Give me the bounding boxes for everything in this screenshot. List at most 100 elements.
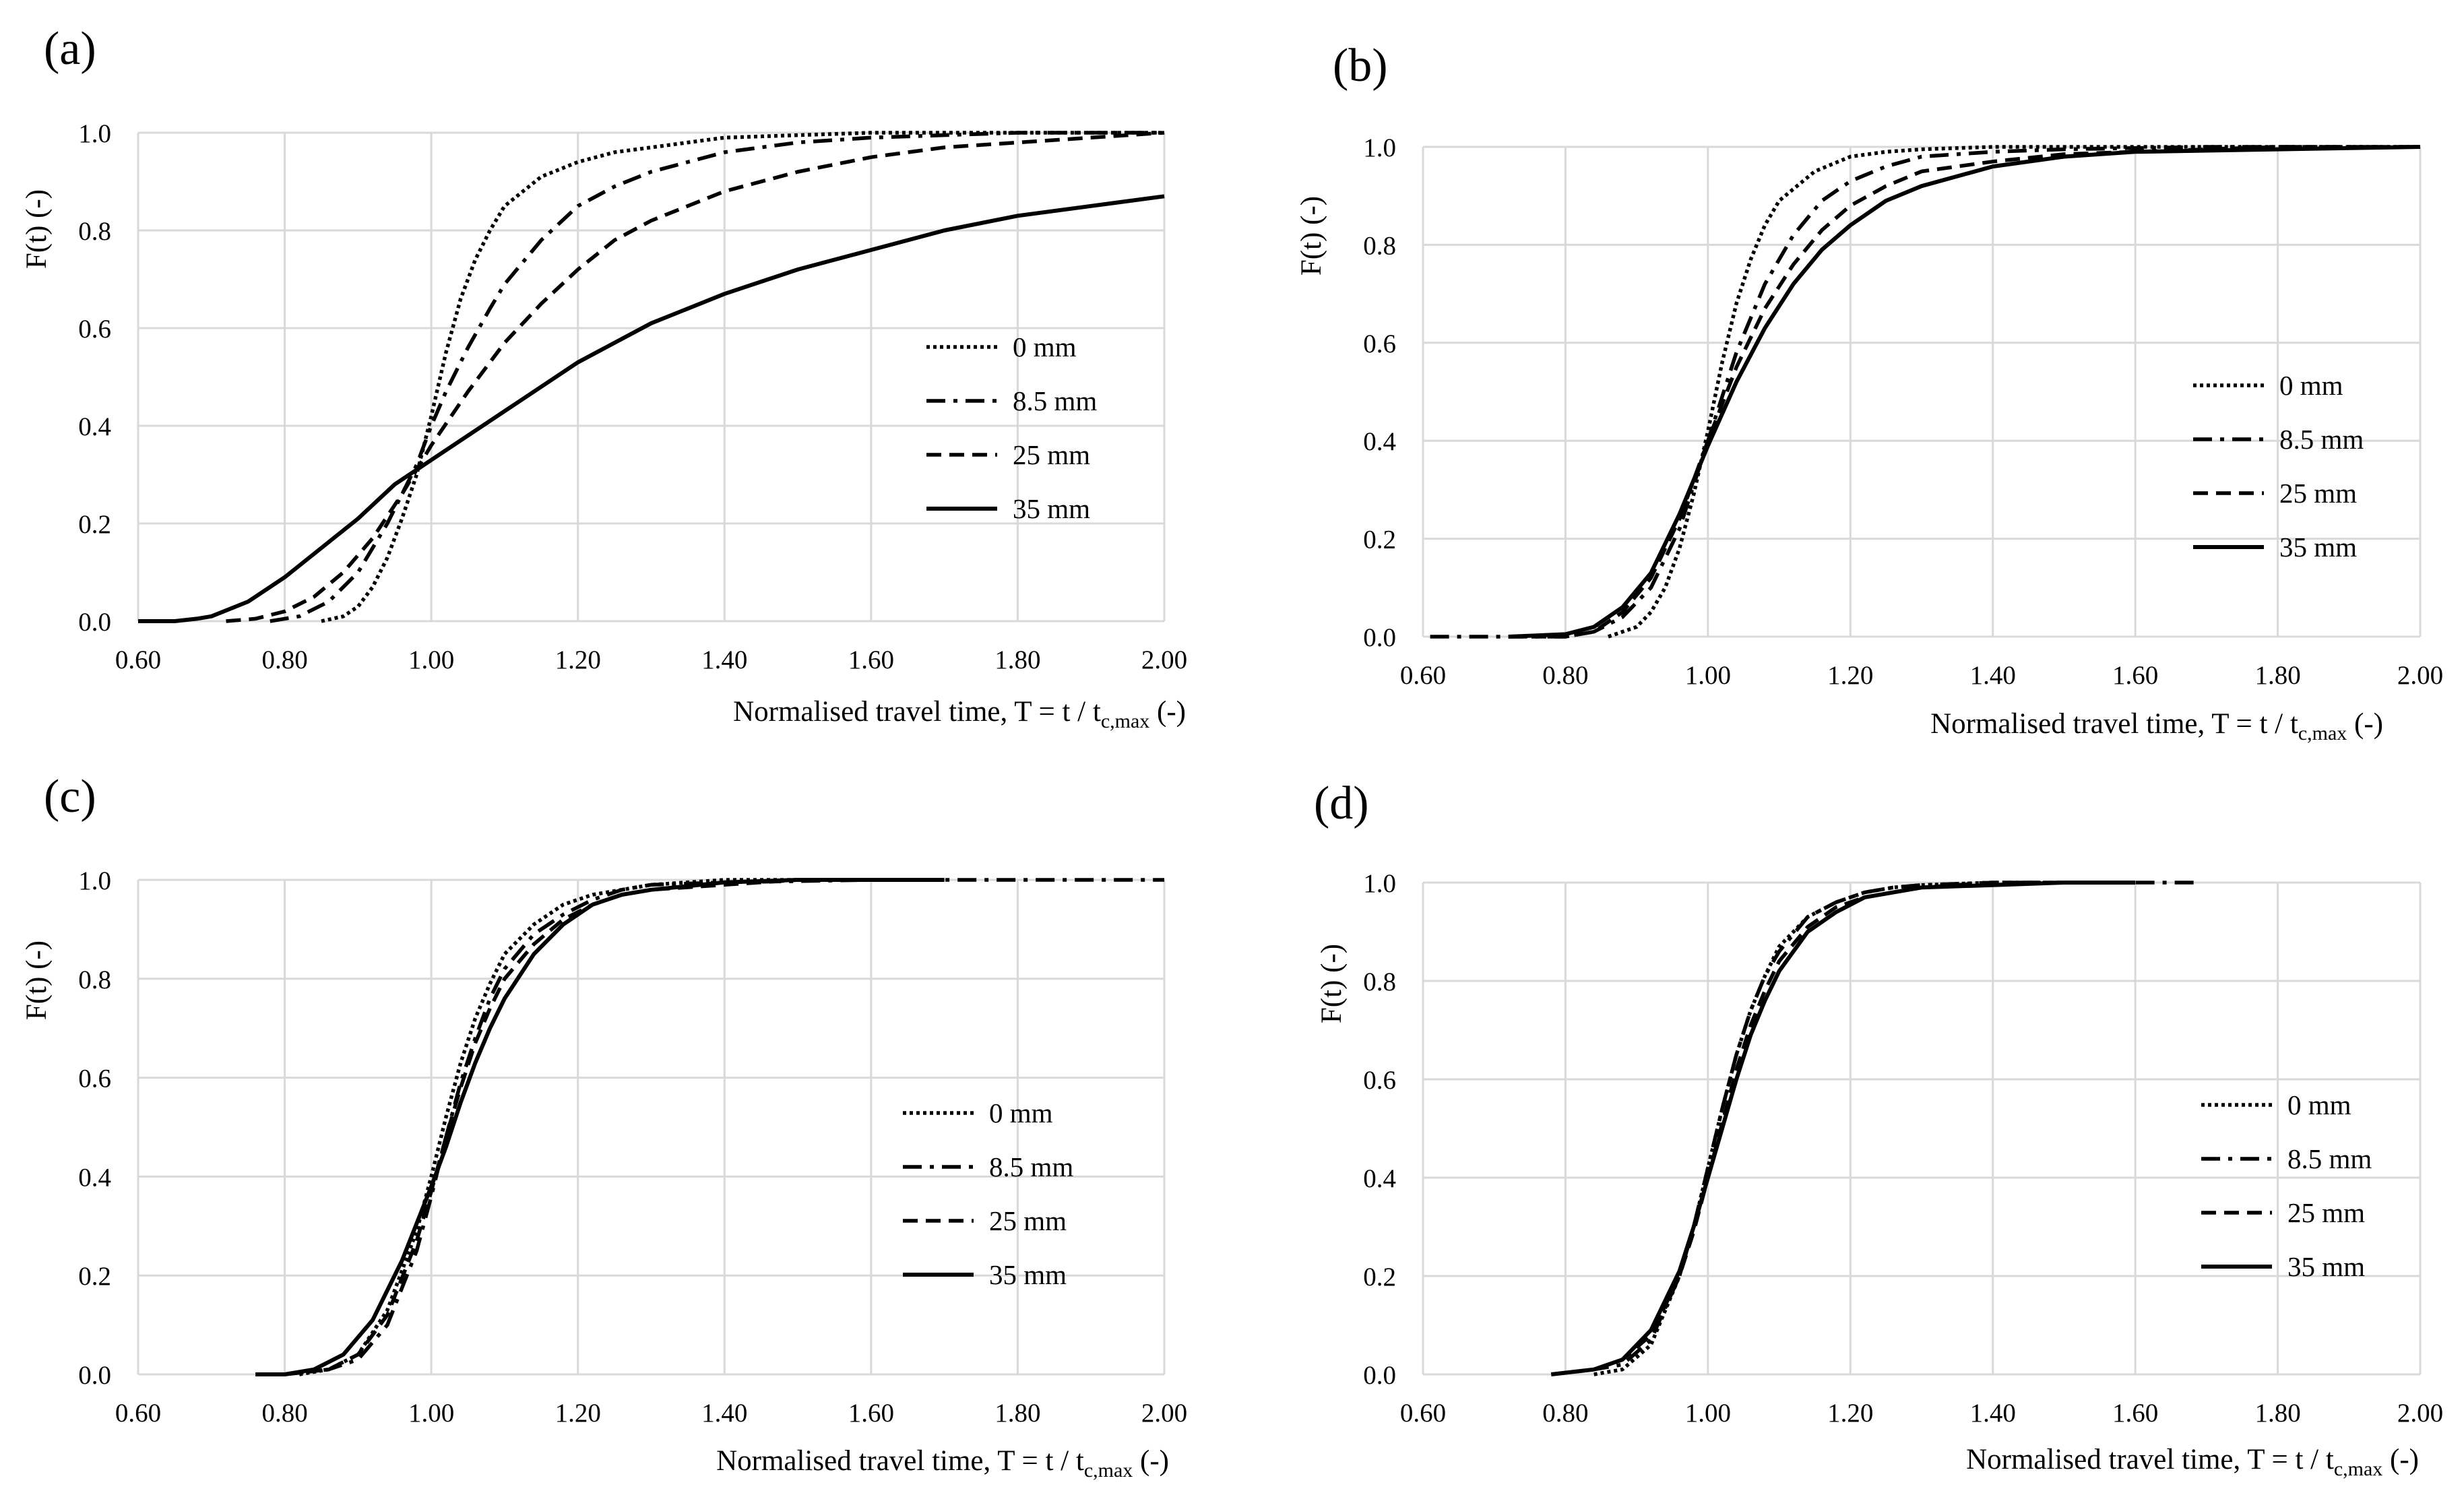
x-tick-label: 2.00 bbox=[2397, 1399, 2443, 1428]
x-tick-label: 1.40 bbox=[701, 1399, 747, 1428]
y-tick-label: 0.4 bbox=[78, 412, 111, 441]
x-tick-label: 1.40 bbox=[701, 645, 747, 674]
y-tick-label: 0.2 bbox=[1363, 525, 1396, 554]
x-tick-label: 1.60 bbox=[2112, 661, 2158, 690]
x-tick-label: 0.60 bbox=[1400, 661, 1446, 690]
y-tick-label: 0.0 bbox=[78, 608, 111, 637]
series-line-25-mm bbox=[226, 131, 1165, 623]
x-tick-label: 1.80 bbox=[2254, 1399, 2300, 1428]
panel-d: 0.60 0.80 1.00 1.20 1.40 1.60 1.80 2.00 0.0 0.2 0.… bbox=[1314, 777, 2443, 1480]
x-tick-label: 2.00 bbox=[2397, 661, 2443, 690]
series-line-8-5-mm bbox=[1550, 881, 2200, 1376]
x-tick-label: 1.60 bbox=[848, 1399, 894, 1428]
x-tick-label: 0.80 bbox=[1542, 1399, 1588, 1428]
series-line-35-mm bbox=[1550, 881, 2136, 1376]
y-tick-label: 0.6 bbox=[78, 315, 111, 344]
legend-label: 8.5 mm bbox=[2279, 424, 2364, 455]
legend-label: 35 mm bbox=[1013, 493, 1090, 524]
y-tick-label: 0.0 bbox=[1363, 1361, 1396, 1390]
y-tick-label: 0.0 bbox=[78, 1361, 111, 1390]
y-tick-label: 0.4 bbox=[78, 1163, 111, 1192]
series-line-8-5-mm bbox=[270, 131, 1164, 623]
y-tick-label: 0.6 bbox=[78, 1064, 111, 1093]
legend-label: 0 mm bbox=[2287, 1089, 2351, 1120]
legend-label: 0 mm bbox=[989, 1097, 1053, 1128]
series-line-0-mm bbox=[1593, 881, 2136, 1376]
series-line-8-5-mm bbox=[1430, 145, 2420, 639]
panel-label: (b) bbox=[1333, 40, 1388, 92]
y-tick-label: 0.8 bbox=[1363, 967, 1396, 996]
x-tick-label: 1.00 bbox=[1685, 1399, 1731, 1428]
y-tick-label: 0.8 bbox=[78, 965, 111, 994]
y-tick-label: 0.2 bbox=[78, 1262, 111, 1291]
x-axis-label: Normalised travel time, T = t / tc,max (… bbox=[733, 696, 1186, 732]
series-line-35-mm bbox=[255, 878, 945, 1376]
legend-label: 35 mm bbox=[2287, 1251, 2365, 1282]
legend-label: 8.5 mm bbox=[989, 1151, 1073, 1182]
y-tick-label: 0.8 bbox=[1363, 231, 1396, 260]
x-tick-label: 0.60 bbox=[1400, 1399, 1446, 1428]
legend-label: 0 mm bbox=[2279, 370, 2343, 401]
x-axis-label: Normalised travel time, T = t / tc,max (… bbox=[1966, 1444, 2419, 1480]
y-tick-label: 0.2 bbox=[78, 510, 111, 539]
x-tick-label: 1.00 bbox=[408, 645, 454, 674]
x-tick-label: 1.60 bbox=[2112, 1399, 2158, 1428]
y-tick-label: 0.6 bbox=[1363, 329, 1396, 358]
x-tick-label: 2.00 bbox=[1141, 1399, 1187, 1428]
x-tick-label: 1.80 bbox=[994, 1399, 1040, 1428]
panel-label: (a) bbox=[44, 23, 96, 75]
y-tick-label: 0.4 bbox=[1363, 1164, 1396, 1193]
x-tick-label: 2.00 bbox=[1141, 645, 1187, 674]
x-tick-label: 1.20 bbox=[555, 1399, 601, 1428]
x-tick-label: 0.60 bbox=[115, 1399, 161, 1428]
y-tick-label: 0.0 bbox=[1363, 623, 1396, 652]
x-tick-label: 1.20 bbox=[1827, 1399, 1873, 1428]
y-tick-label: 1.0 bbox=[1363, 869, 1396, 898]
series-line-0-mm bbox=[321, 131, 1164, 623]
x-tick-label: 1.40 bbox=[1970, 661, 2016, 690]
legend-label: 8.5 mm bbox=[1013, 385, 1097, 416]
legend-label: 8.5 mm bbox=[2287, 1143, 2372, 1174]
legend-label: 35 mm bbox=[989, 1259, 1067, 1290]
y-tick-label: 0.8 bbox=[78, 217, 111, 246]
series-line-25-mm bbox=[284, 878, 871, 1376]
x-axis-label: Normalised travel time, T = t / tc,max (… bbox=[1930, 708, 2383, 744]
y-axis-label: F(t) (-) bbox=[1316, 944, 1348, 1023]
x-tick-label: 0.80 bbox=[261, 1399, 307, 1428]
x-tick-label: 1.20 bbox=[555, 645, 601, 674]
legend-label: 25 mm bbox=[1013, 439, 1090, 470]
y-tick-label: 1.0 bbox=[78, 866, 111, 895]
y-tick-label: 0.4 bbox=[1363, 427, 1396, 456]
y-tick-label: 1.0 bbox=[78, 119, 111, 148]
y-axis-label: F(t) (-) bbox=[1296, 196, 1327, 276]
panel-label: (c) bbox=[44, 771, 96, 823]
panel-a: 0.60 0.80 1.00 1.20 1.40 1.60 1.80 2.00 0.0 0.2 0.… bbox=[21, 23, 1187, 732]
x-tick-label: 1.80 bbox=[2254, 661, 2300, 690]
legend-label: 35 mm bbox=[2279, 532, 2357, 563]
x-tick-label: 1.00 bbox=[1685, 661, 1731, 690]
panel-b: 0.60 0.80 1.00 1.20 1.40 1.60 1.80 2.00 0.0 0.2 0.… bbox=[1296, 40, 2443, 744]
series-line-0-mm bbox=[298, 878, 945, 1376]
y-axis-label: F(t) (-) bbox=[21, 189, 53, 269]
legend-label: 25 mm bbox=[989, 1205, 1067, 1236]
series-line-35-mm bbox=[1508, 145, 2421, 639]
legend-label: 0 mm bbox=[1013, 331, 1077, 362]
x-tick-label: 0.60 bbox=[115, 645, 161, 674]
panel-label: (d) bbox=[1314, 777, 1369, 829]
series-line-25-mm bbox=[1508, 145, 2420, 639]
panel-c: 0.60 0.80 1.00 1.20 1.40 1.60 1.80 2.00 0.0 0.2 0.… bbox=[21, 771, 1187, 1482]
series-line-35-mm bbox=[138, 194, 1165, 623]
y-tick-label: 1.0 bbox=[1363, 133, 1396, 162]
x-tick-label: 1.00 bbox=[408, 1399, 454, 1428]
legend-label: 25 mm bbox=[2287, 1197, 2365, 1228]
x-tick-label: 0.80 bbox=[1542, 661, 1588, 690]
x-axis-label: Normalised travel time, T = t / tc,max (… bbox=[716, 1445, 1169, 1482]
x-tick-label: 1.40 bbox=[1970, 1399, 2016, 1428]
legend-label: 25 mm bbox=[2279, 478, 2357, 509]
y-tick-label: 0.2 bbox=[1363, 1263, 1396, 1292]
series-line-25-mm bbox=[1550, 881, 2064, 1376]
x-tick-label: 1.20 bbox=[1827, 661, 1873, 690]
y-tick-label: 0.6 bbox=[1363, 1066, 1396, 1095]
x-tick-label: 1.80 bbox=[994, 645, 1040, 674]
